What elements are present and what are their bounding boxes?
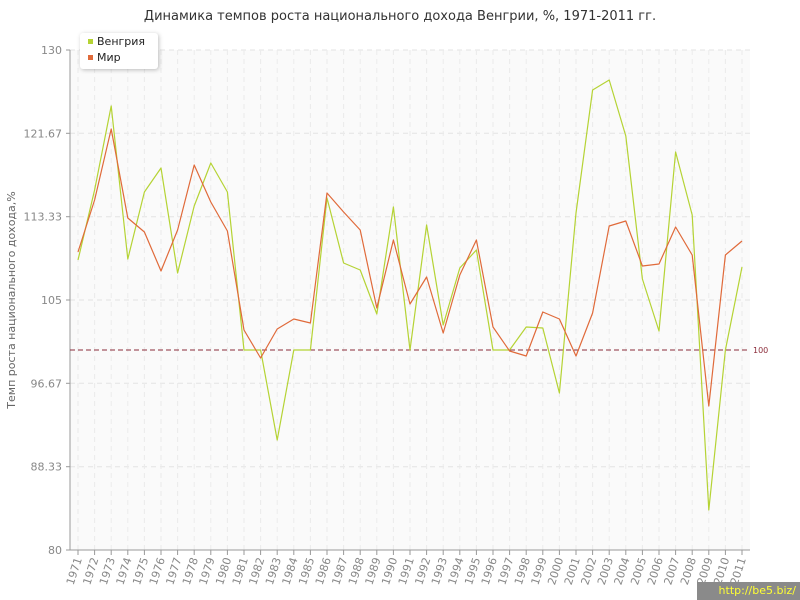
y-axis-label: Темп роста национального дохода,% [5, 191, 18, 409]
series-layer [77, 79, 743, 511]
legend-item-hungary[interactable]: Венгрия [80, 34, 158, 50]
reference-line-label: 100 [753, 346, 768, 355]
y-tick-label: 113.33 [24, 211, 63, 224]
legend: Венгрия Мир [80, 33, 158, 69]
grid-layer [70, 49, 750, 551]
y-tick-label: 121.67 [24, 127, 63, 140]
legend-swatch-hungary [88, 39, 93, 44]
series-line-hungary [77, 79, 743, 511]
watermark[interactable]: http://be5.biz/ [697, 582, 800, 600]
y-tick-label: 105 [41, 294, 62, 307]
y-tick-label: 88.33 [31, 461, 63, 474]
legend-label-hungary: Венгрия [97, 35, 146, 48]
legend-item-world[interactable]: Мир [80, 50, 158, 66]
legend-swatch-world [88, 55, 93, 60]
y-tick-label: 96.67 [31, 377, 63, 390]
legend-label-world: Мир [97, 51, 121, 64]
y-tick-label: 130 [41, 44, 62, 57]
y-tick-label: 80 [48, 544, 62, 557]
chart-title: Динамика темпов роста национального дохо… [143, 9, 657, 24]
series-line-world [77, 128, 743, 407]
